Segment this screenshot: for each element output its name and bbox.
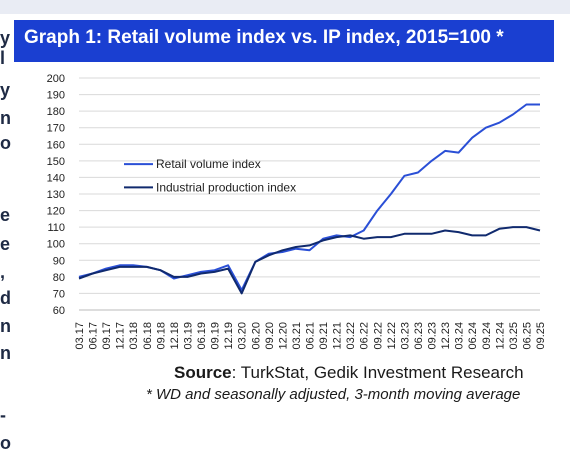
x-tick-label: 06.24 xyxy=(467,322,479,350)
y-tick-label: 110 xyxy=(47,222,65,234)
x-tick-label: 03.21 xyxy=(291,322,303,350)
left-text-fragment: e xyxy=(0,234,11,254)
x-tick-label: 09.18 xyxy=(155,322,167,350)
x-tick-label: 09.25 xyxy=(535,322,547,350)
x-tick-label: 09.19 xyxy=(210,322,222,350)
x-tick-label: 06.22 xyxy=(359,322,371,350)
x-tick-label: 09.22 xyxy=(372,322,384,350)
x-tick-label: 03.20 xyxy=(237,322,249,350)
left-text-fragment: , xyxy=(0,262,6,282)
left-text-fragment: d xyxy=(0,288,11,308)
y-tick-label: 150 xyxy=(47,156,65,168)
x-tick-label: 03.18 xyxy=(128,322,140,350)
x-tick-label: 12.24 xyxy=(494,322,506,350)
left-text-fragment: n xyxy=(0,316,11,336)
x-tick-label: 06.25 xyxy=(521,322,533,350)
left-text-fragment: l xyxy=(0,48,6,68)
y-tick-label: 90 xyxy=(53,255,65,267)
left-text-fragment: y xyxy=(0,28,11,48)
chart-note: * WD and seasonally adjusted, 3-month mo… xyxy=(146,386,521,403)
chart-title: Graph 1: Retail volume index vs. IP inde… xyxy=(24,27,504,48)
title-bar xyxy=(14,20,554,62)
x-tick-label: 03.23 xyxy=(399,322,411,350)
y-tick-label: 160 xyxy=(47,139,65,151)
x-tick-label: 12.19 xyxy=(223,322,235,350)
y-tick-label: 180 xyxy=(47,106,65,118)
x-tick-label: 03.25 xyxy=(508,322,520,350)
source-text: : TurkStat, Gedik Investment Research xyxy=(231,363,524,382)
x-tick-label: 06.23 xyxy=(413,322,425,350)
y-tick-label: 80 xyxy=(53,272,65,284)
x-tick-label: 03.24 xyxy=(454,322,466,350)
x-tick-label: 09.23 xyxy=(427,322,439,350)
x-tick-label: 12.20 xyxy=(277,322,289,350)
x-tick-label: 09.17 xyxy=(101,322,113,350)
x-tick-label: 12.18 xyxy=(169,322,181,350)
y-tick-label: 120 xyxy=(47,206,65,218)
x-tick-label: 03.17 xyxy=(74,322,86,350)
left-text-fragment: n xyxy=(0,343,11,363)
source-label: Source xyxy=(174,363,232,382)
legend-label: Retail volume index xyxy=(156,157,261,171)
y-tick-label: 130 xyxy=(47,189,65,201)
x-tick-label: 09.24 xyxy=(481,322,493,350)
series-line xyxy=(78,103,540,292)
x-tick-label: 06.19 xyxy=(196,322,208,350)
left-text-fragment: e xyxy=(0,205,11,225)
left-text-fragment: - xyxy=(0,405,6,425)
source-line: Source: TurkStat, Gedik Investment Resea… xyxy=(174,363,524,383)
left-text-fragment: o xyxy=(0,433,11,453)
top-strip xyxy=(0,0,570,14)
x-tick-label: 06.21 xyxy=(305,322,317,350)
x-tick-label: 12.21 xyxy=(332,322,344,350)
x-tick-label: 03.19 xyxy=(182,322,194,350)
left-text-fragment: y xyxy=(0,80,11,100)
y-tick-label: 70 xyxy=(53,288,65,300)
left-text-fragment: o xyxy=(0,133,11,153)
y-tick-label: 60 xyxy=(53,305,65,317)
y-tick-label: 140 xyxy=(47,172,65,184)
y-tick-label: 190 xyxy=(47,90,65,102)
series-line xyxy=(78,226,541,295)
legend-label: Industrial production index xyxy=(156,180,296,194)
x-tick-label: 06.18 xyxy=(142,322,154,350)
y-tick-label: 200 xyxy=(47,73,65,85)
x-tick-label: 09.20 xyxy=(264,322,276,350)
x-tick-label: 09.21 xyxy=(318,322,330,350)
x-tick-label: 12.23 xyxy=(440,322,452,350)
x-tick-label: 06.20 xyxy=(250,322,262,350)
x-tick-label: 06.17 xyxy=(88,322,100,350)
x-tick-label: 12.17 xyxy=(115,322,127,350)
x-tick-label: 12.22 xyxy=(386,322,398,350)
left-text-fragment: n xyxy=(0,108,11,128)
y-tick-label: 100 xyxy=(47,239,65,251)
y-tick-label: 170 xyxy=(47,123,65,135)
x-tick-label: 03.22 xyxy=(345,322,357,350)
